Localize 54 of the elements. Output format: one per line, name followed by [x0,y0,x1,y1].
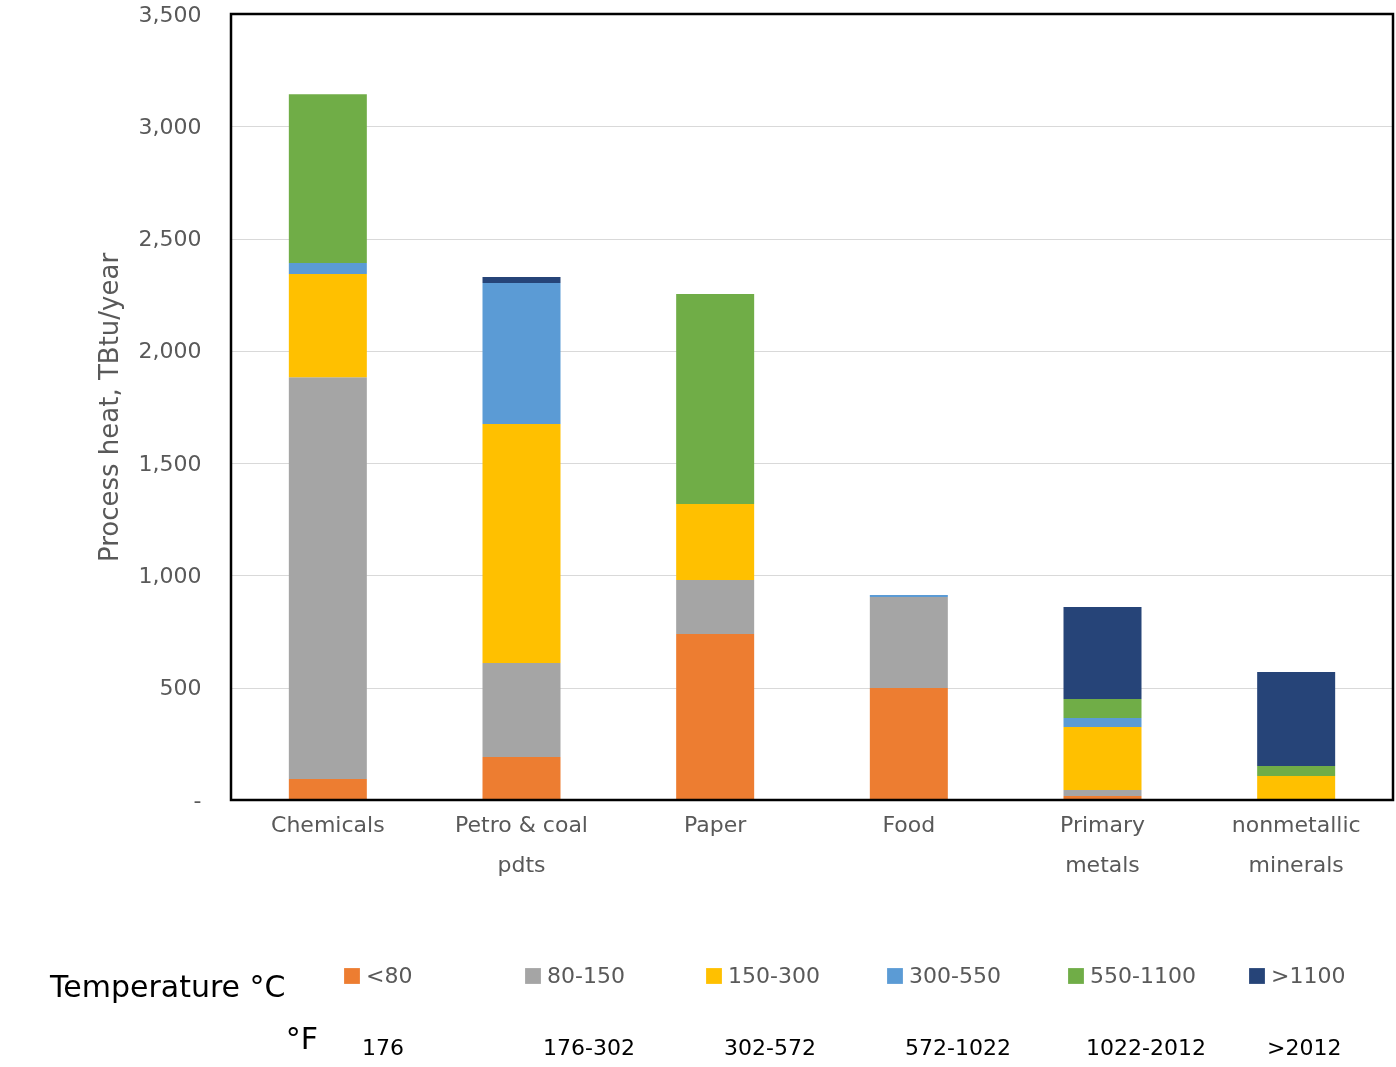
bar [288,263,367,275]
y-tick-label: - [193,787,202,813]
text: >2012 [1267,1035,1342,1060]
y-axis-title: Process heat, TBtu/year [93,252,124,563]
bar [1063,698,1142,719]
bar [1063,727,1142,790]
bar [288,377,367,780]
text: 302-572 [724,1035,816,1060]
bar [869,687,948,800]
bar [288,94,367,264]
bar [676,504,755,580]
bar [482,276,561,284]
bar [869,596,948,688]
text: 1022-2012 [1086,1035,1206,1060]
legend-label: 300-550 [909,963,1001,988]
x-tick-label: Paper [684,811,748,837]
y-tick-label: 3,500 [138,1,202,27]
text: 176-302 [543,1035,635,1060]
legend-label: <80 [366,963,413,988]
y-tick-label: 2,000 [138,338,202,364]
y-tick-label: 500 [159,675,202,701]
bar [288,274,367,378]
y-tick-label: 1,000 [138,562,202,588]
legend-label: 150-300 [728,963,820,988]
legend-title: Temperature °C [49,969,286,1004]
text: °F [285,1021,318,1056]
bar [676,294,755,505]
legend-label: 550-1100 [1090,963,1196,988]
bar [482,424,561,664]
legend-label: >1100 [1271,963,1346,988]
bar [1257,775,1336,800]
text: 572-1022 [905,1035,1011,1060]
bar [1063,718,1142,728]
bar [482,757,561,800]
legend-label: 80-150 [547,963,625,988]
bar [1257,766,1336,776]
bar [1063,789,1142,796]
bar [676,634,755,800]
text: 176 [362,1035,404,1060]
x-tick-label: Food [882,811,936,837]
y-tick-label: 3,000 [138,113,202,139]
y-tick-label: 1,500 [138,450,202,476]
x-tick-label: Primary metals [1059,811,1146,877]
bar [676,579,755,635]
bar [288,779,367,800]
bar [482,283,561,425]
x-tick-label: Petro & coal pdts [455,811,588,877]
x-tick-label: nonmetallic minerals [1231,811,1361,877]
bar [1257,671,1336,767]
bar [869,594,948,597]
bar [1063,607,1142,699]
bar [482,663,561,758]
y-tick-label: 2,500 [138,226,202,252]
x-tick-label: Chemicals [271,811,385,837]
